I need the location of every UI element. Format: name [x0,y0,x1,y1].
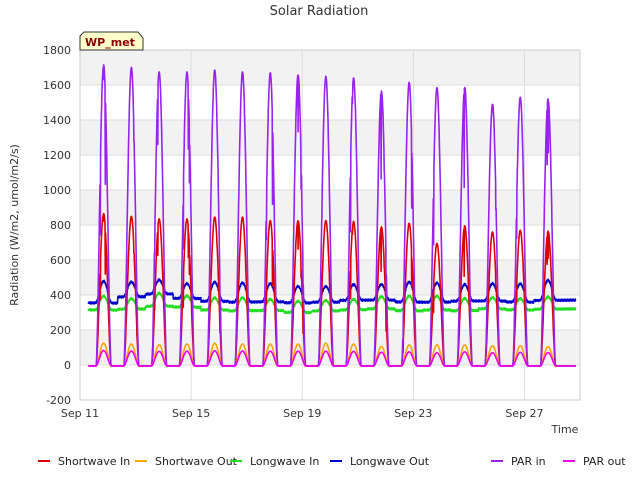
y-tick-label: -200 [46,394,71,407]
plot-band [80,50,580,85]
x-tick-label: Sep 23 [394,407,432,420]
legend-label-longwave-out: Longwave Out [350,455,430,468]
legend: Shortwave In Shortwave Out Longwave In Long… [38,455,626,468]
station-badge: WP_met [79,31,144,51]
station-badge-label: WP_met [85,36,135,49]
station-badge-box [79,31,144,51]
legend-label-par-in: PAR in [511,455,546,468]
y-axis-title: Radiation (W/m2, umol/m2/s) [8,144,21,306]
y-axis-ticks: -200 0 200 400 600 800 1000 1200 1400 1600 1800 [43,44,71,407]
series-layer [87,64,577,367]
x-tick-label: Sep 19 [283,407,321,420]
legend-label-shortwave-in: Shortwave In [58,455,130,468]
x-tick-label: Sep 15 [172,407,210,420]
series-line-par-out [87,349,577,367]
legend-label-par-out: PAR out [583,455,626,468]
chart-title: Solar Radiation [270,4,369,19]
plot-band [80,85,580,120]
plot-band [80,120,580,155]
y-tick-label: 1200 [43,149,71,162]
plot-frame [79,49,581,401]
y-tick-label: 200 [50,324,71,337]
y-tick-label: 1800 [43,44,71,57]
x-axis-ticks: Sep 11 Sep 15 Sep 19 Sep 23 Sep 27 [61,407,544,420]
legend-label-longwave-in: Longwave In [250,455,319,468]
y-tick-label: 600 [50,254,71,267]
plot-band [80,365,580,400]
y-tick-label: 1400 [43,114,71,127]
y-tick-label: 1000 [43,184,71,197]
legend-label-shortwave-out: Shortwave Out [155,455,238,468]
y-tick-label: 0 [64,359,71,372]
y-tick-label: 400 [50,289,71,302]
x-tick-label: Sep 11 [61,407,99,420]
x-tick-label: Sep 27 [505,407,543,420]
y-tick-label: 800 [50,219,71,232]
x-axis-title: Time [551,423,579,436]
y-tick-label: 1600 [43,79,71,92]
